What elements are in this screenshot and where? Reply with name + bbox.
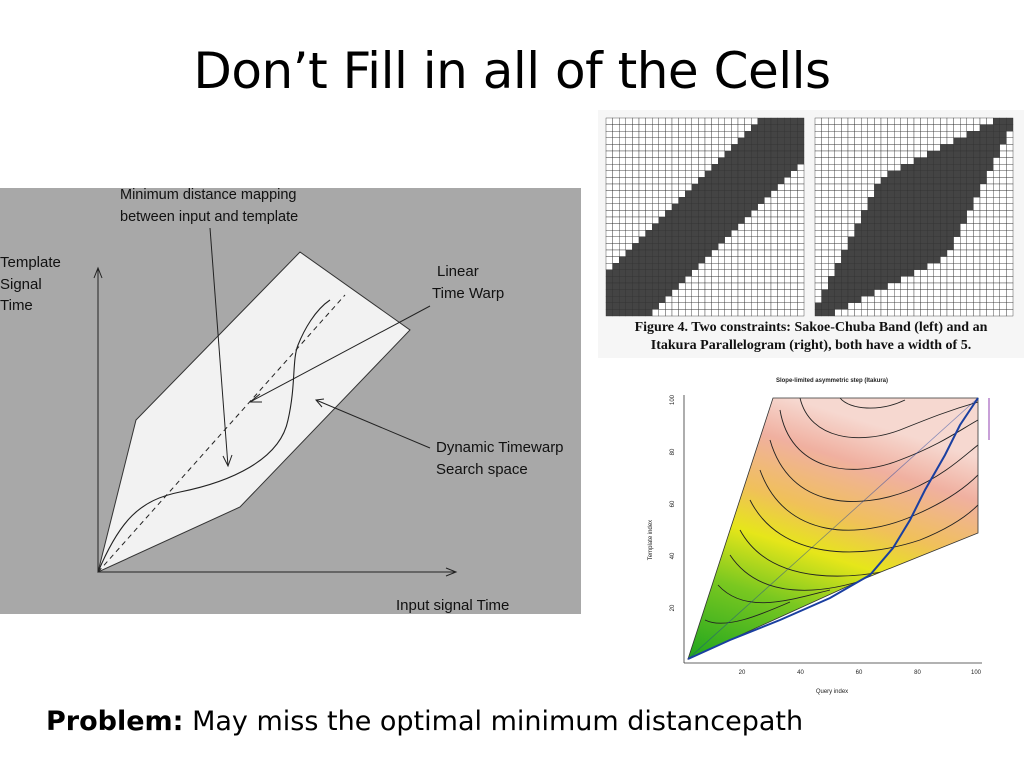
y-axis-label-line1: Template — [0, 254, 61, 271]
dtw-label-line1: Dynamic Timewarp — [436, 439, 564, 456]
annotation-mapping-line2: between input and template — [120, 209, 298, 225]
plot-tick-label: 20 — [739, 670, 746, 676]
dtw-arrowhead — [315, 398, 325, 408]
search-space-polygon — [97, 251, 411, 573]
warp-path-curve — [97, 299, 331, 573]
x-axis-arrowhead — [445, 567, 458, 577]
linear-label-line2: Time Warp — [432, 285, 504, 302]
problem-statement: Problem: May miss the optimal minimum di… — [46, 706, 803, 737]
plot-y-label: Template index — [648, 520, 654, 560]
figure-caption-line1: Figure 4. Two constraints: Sakoe-Chuba B… — [635, 320, 988, 335]
plot-tick-label: 20 — [670, 604, 676, 611]
plot-y-ticks: 20 40 60 80 100 — [670, 394, 676, 611]
plot-tick-label: 60 — [670, 500, 676, 507]
itakura-grid — [814, 117, 1014, 317]
diagonal-reference — [687, 397, 979, 660]
contour-plot-title: Slope-limited asymmetric step (Itakura) — [776, 378, 888, 384]
dtw-arrow — [315, 399, 431, 449]
contour-plot: Slope-limited asymmetric step (Itakura) … — [640, 370, 1000, 695]
x-axis-label: Input signal Time — [396, 597, 509, 614]
plot-tick-label: 40 — [670, 552, 676, 559]
linear-label-line1: Linear — [437, 263, 479, 280]
mapping-arrowhead — [222, 454, 233, 468]
linear-warp-line — [97, 294, 346, 573]
constraint-grids-figure: Figure 4. Two constraints: Sakoe-Chuba B… — [598, 110, 1024, 358]
dtw-search-space-diagram: Minimum distance mapping between input a… — [0, 187, 581, 614]
plot-tick-label: 40 — [797, 670, 804, 676]
plot-tick-label: 80 — [670, 448, 676, 455]
problem-text: May miss the optimal minimum distancepat… — [192, 706, 804, 737]
linear-arrow — [249, 305, 431, 403]
sakoe-chuba-grid — [605, 117, 805, 317]
plot-x-label: Query index — [816, 689, 848, 695]
y-axis-label-line3: Time — [0, 297, 33, 314]
linear-arrowhead — [248, 393, 262, 403]
annotation-mapping-line1: Minimum distance mapping — [120, 187, 297, 203]
figure-caption-line2: Itakura Parallelogram (right), both have… — [651, 338, 971, 353]
mapping-arrow — [209, 227, 229, 467]
dtw-label-line2: Search space — [436, 461, 528, 478]
y-axis-label-line2: Signal — [0, 276, 42, 293]
plot-x-ticks: 20 40 60 80 100 — [739, 670, 982, 676]
heatmap-border — [687, 397, 979, 660]
slide-title: Don’t Fill in all of the Cells — [193, 42, 831, 100]
optimal-path-line — [687, 397, 979, 660]
plot-tick-label: 80 — [914, 670, 921, 676]
problem-label: Problem: — [46, 706, 184, 737]
plot-tick-label: 100 — [670, 394, 676, 405]
y-axis-arrowhead — [93, 266, 103, 279]
plot-tick-label: 60 — [856, 670, 863, 676]
plot-tick-label: 100 — [971, 670, 982, 676]
